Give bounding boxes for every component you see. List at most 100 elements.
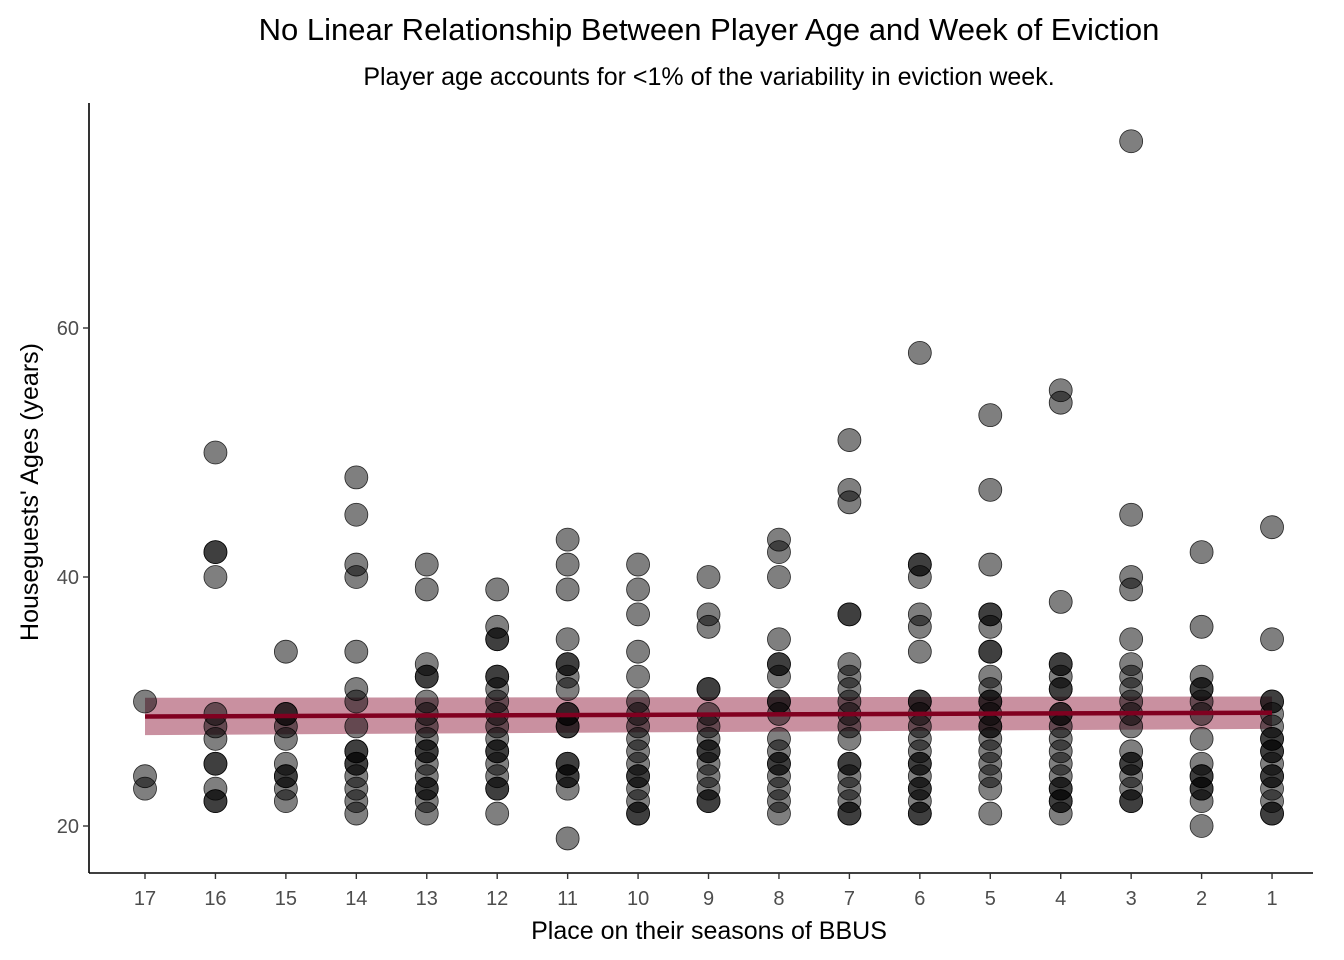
y-tick-label: 40 (57, 567, 79, 589)
data-point (1260, 627, 1284, 652)
data-point (978, 639, 1003, 664)
x-tick-label: 6 (914, 888, 925, 910)
data-point (1119, 129, 1144, 154)
data-point (1119, 627, 1144, 652)
data-point (767, 565, 791, 589)
data-point (1119, 789, 1144, 813)
x-tick-label: 9 (703, 888, 714, 910)
data-point (696, 565, 721, 589)
x-tick-label: 17 (134, 888, 156, 910)
data-point (203, 540, 228, 564)
y-tick-label: 60 (57, 318, 79, 340)
data-point (978, 552, 1003, 577)
x-tick-label: 1 (1266, 888, 1277, 910)
x-tick-label: 14 (345, 888, 367, 910)
data-point (203, 565, 228, 589)
data-point (837, 428, 862, 452)
data-point (344, 714, 369, 739)
data-point (696, 614, 721, 639)
data-point (344, 801, 369, 826)
data-point (414, 664, 439, 689)
data-point (555, 826, 580, 851)
x-tick-label: 2 (1196, 888, 1207, 910)
data-point (1189, 540, 1214, 564)
data-point (203, 726, 228, 751)
data-point (907, 565, 932, 589)
data-point (837, 801, 862, 826)
data-point (978, 614, 1003, 639)
data-point (203, 440, 228, 465)
data-point (273, 789, 298, 813)
fit-line-layer (144, 710, 1273, 719)
data-point (696, 677, 721, 701)
data-point (1260, 801, 1284, 826)
x-tick-label: 3 (1126, 888, 1137, 910)
data-point (203, 751, 228, 776)
points-layer (133, 129, 1284, 851)
data-point (1048, 390, 1073, 415)
data-point (978, 477, 1003, 502)
data-point (1260, 515, 1284, 540)
data-point (767, 540, 791, 564)
data-point (1119, 502, 1144, 527)
data-point (344, 639, 369, 664)
data-point (1189, 814, 1214, 838)
data-point (344, 689, 369, 714)
chart-title: No Linear Relationship Between Player Ag… (259, 12, 1160, 47)
data-point (767, 627, 791, 652)
data-point (626, 577, 650, 602)
data-point (907, 801, 932, 826)
data-point (485, 801, 510, 826)
data-point (767, 664, 791, 689)
chart-subtitle: Player age accounts for <1% of the varia… (363, 63, 1054, 91)
data-point (273, 726, 298, 751)
data-point (1048, 590, 1073, 614)
data-point (344, 565, 369, 589)
y-axis-label: Houseguests' Ages (years) (16, 343, 44, 641)
data-point (837, 490, 862, 515)
data-point (203, 789, 228, 813)
data-point (1189, 789, 1214, 813)
data-point (837, 726, 862, 751)
data-point (555, 714, 580, 739)
y-tick-label: 20 (57, 816, 79, 838)
x-axis-label: Place on their seasons of BBUS (531, 917, 887, 945)
x-tick-label: 15 (275, 888, 297, 910)
data-point (133, 689, 157, 714)
data-point (978, 776, 1003, 801)
x-axis-ticks: 17 16 15 14 13 12 11 10 9 8 7 6 5 4 3 2 1 (134, 873, 1278, 910)
data-point (626, 639, 650, 664)
data-point (273, 639, 298, 664)
x-tick-label: 5 (985, 888, 996, 910)
y-axis-ticks: 20 40 60 (57, 318, 89, 838)
x-tick-label: 7 (844, 888, 855, 910)
data-point (1048, 801, 1073, 826)
data-point (485, 776, 510, 801)
data-point (837, 602, 862, 627)
data-point (907, 340, 932, 365)
x-tick-label: 12 (486, 888, 508, 910)
data-point (485, 577, 510, 602)
data-point (555, 776, 580, 801)
data-point (696, 789, 721, 813)
x-tick-label: 13 (416, 888, 438, 910)
data-point (485, 627, 510, 652)
data-point (1119, 577, 1144, 602)
data-point (414, 801, 439, 826)
regression-line (144, 710, 1273, 719)
x-tick-label: 4 (1055, 888, 1066, 910)
data-point (555, 677, 580, 701)
data-point (907, 639, 932, 664)
data-point (907, 614, 932, 639)
x-tick-label: 10 (627, 888, 649, 910)
data-point (626, 552, 650, 577)
data-point (626, 602, 650, 627)
x-tick-label: 11 (557, 888, 578, 910)
data-point (344, 465, 369, 490)
data-point (626, 801, 650, 826)
data-point (767, 801, 791, 826)
data-point (1189, 614, 1214, 639)
data-point (133, 776, 157, 801)
x-tick-label: 8 (773, 888, 784, 910)
